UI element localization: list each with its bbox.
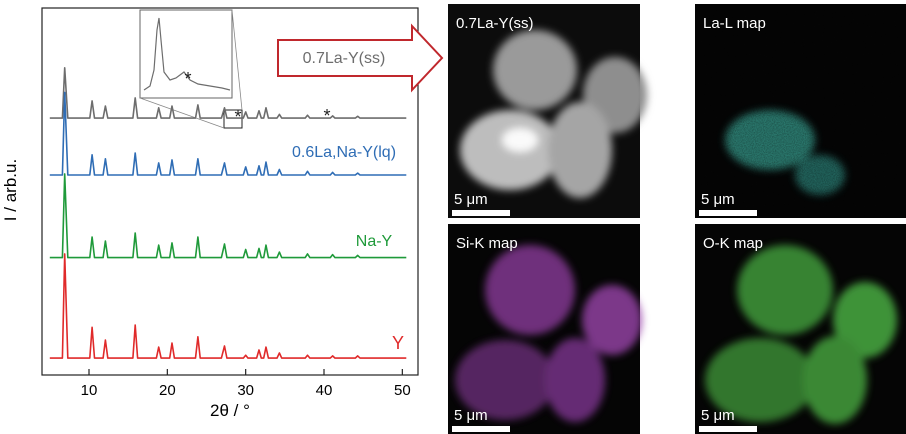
annotation: * <box>323 106 330 126</box>
scale-bar <box>452 210 510 216</box>
x-tick-label: 40 <box>316 382 333 399</box>
plot-frame <box>41 7 419 376</box>
series-label: Na-Y <box>356 233 393 250</box>
y-axis-label: I / arb.u. <box>1 159 20 221</box>
image-label: O-K map <box>703 235 763 252</box>
micrograph <box>448 4 647 218</box>
x-tick-label: 30 <box>237 382 254 399</box>
line-series <box>49 67 407 119</box>
elemental-map <box>695 224 906 434</box>
series-label: 0.7La-Y(ss) <box>303 50 386 67</box>
x-tick-label: 50 <box>394 382 411 399</box>
elemental-map <box>448 224 642 434</box>
image-label: Si-K map <box>456 235 518 252</box>
line-series <box>49 91 407 176</box>
scale-bar-label: 5 μm <box>701 191 735 208</box>
scale-bar-label: 5 μm <box>454 407 488 424</box>
line-series <box>49 173 407 259</box>
x-axis-label: 2θ / ° <box>210 401 250 420</box>
annotation: * <box>184 69 191 89</box>
annotation: * <box>234 107 241 127</box>
series-label: 0.6La,Na-Y(lq) <box>292 144 396 161</box>
scale-bar-label: 5 μm <box>454 191 488 208</box>
inset-curve <box>143 17 231 91</box>
x-tick-label: 10 <box>81 382 98 399</box>
scale-bar-label: 5 μm <box>701 407 735 424</box>
label-arrow-box <box>277 23 444 93</box>
elemental-map <box>695 4 906 218</box>
scale-bar <box>699 210 757 216</box>
line-series <box>49 253 407 359</box>
zoom-box <box>223 109 243 129</box>
x-tick-label: 20 <box>159 382 176 399</box>
scale-bar <box>699 426 757 432</box>
image-label: La-L map <box>703 15 766 32</box>
series-label: Y <box>392 333 404 353</box>
image-label: 0.7La-Y(ss) <box>456 15 534 32</box>
zoom-line <box>231 9 243 111</box>
scale-bar <box>452 426 510 432</box>
zoom-line <box>139 97 225 129</box>
